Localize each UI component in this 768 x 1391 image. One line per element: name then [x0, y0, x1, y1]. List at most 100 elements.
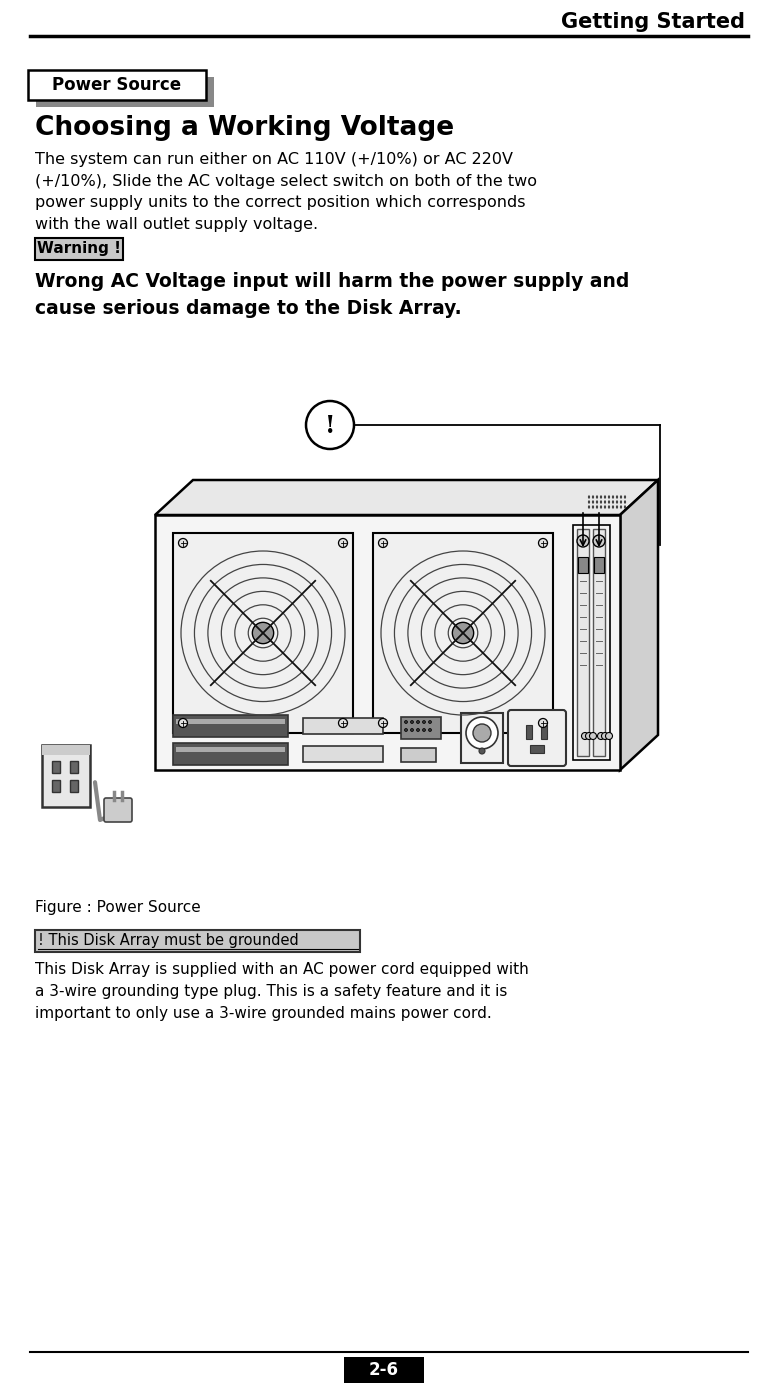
Circle shape	[306, 401, 354, 449]
Ellipse shape	[592, 495, 594, 498]
Ellipse shape	[612, 501, 614, 504]
Circle shape	[585, 733, 592, 740]
Bar	[28, 70, 206, 100]
Bar	[541, 725, 547, 739]
Circle shape	[416, 721, 419, 723]
Ellipse shape	[596, 501, 598, 504]
Ellipse shape	[604, 495, 606, 498]
Circle shape	[593, 536, 605, 547]
Bar	[573, 524, 610, 759]
Bar	[176, 747, 285, 753]
Bar	[344, 1358, 424, 1383]
Ellipse shape	[588, 501, 590, 504]
Text: The system can run either on AC 110V (+/10%) or AC 220V
(+/10%), Slide the AC vo: The system can run either on AC 110V (+/…	[35, 152, 537, 232]
Circle shape	[577, 536, 589, 547]
Bar	[42, 746, 90, 755]
Text: 2-6: 2-6	[369, 1360, 399, 1378]
Circle shape	[379, 719, 388, 727]
Bar	[526, 725, 532, 739]
Bar	[578, 556, 588, 573]
Ellipse shape	[608, 501, 610, 504]
Ellipse shape	[621, 495, 622, 498]
Ellipse shape	[601, 501, 602, 504]
Ellipse shape	[608, 495, 610, 498]
Ellipse shape	[612, 495, 614, 498]
Text: Choosing a Working Voltage: Choosing a Working Voltage	[35, 115, 454, 140]
Ellipse shape	[608, 506, 610, 508]
Circle shape	[473, 723, 491, 741]
Circle shape	[429, 721, 432, 723]
Ellipse shape	[596, 495, 598, 498]
Circle shape	[581, 733, 588, 740]
Bar	[303, 718, 383, 734]
Bar	[36, 77, 214, 107]
Ellipse shape	[588, 495, 590, 498]
Circle shape	[416, 729, 419, 732]
Ellipse shape	[612, 506, 614, 508]
Ellipse shape	[616, 506, 617, 508]
Bar	[70, 761, 78, 773]
Circle shape	[178, 538, 187, 548]
Ellipse shape	[588, 506, 590, 508]
Bar	[594, 556, 604, 573]
Ellipse shape	[604, 501, 606, 504]
Ellipse shape	[592, 506, 594, 508]
Bar	[401, 716, 441, 739]
Ellipse shape	[624, 506, 626, 508]
Ellipse shape	[621, 501, 622, 504]
Bar	[401, 748, 436, 762]
Ellipse shape	[616, 495, 617, 498]
Bar	[173, 715, 288, 737]
Circle shape	[538, 538, 548, 548]
Circle shape	[605, 733, 613, 740]
Circle shape	[339, 719, 347, 727]
Ellipse shape	[616, 501, 617, 504]
Ellipse shape	[596, 506, 598, 508]
Ellipse shape	[621, 506, 622, 508]
Circle shape	[601, 733, 608, 740]
Bar	[303, 746, 383, 762]
Ellipse shape	[601, 495, 602, 498]
Circle shape	[339, 538, 347, 548]
Bar	[176, 719, 285, 723]
Circle shape	[178, 719, 187, 727]
Ellipse shape	[592, 501, 594, 504]
Text: Figure : Power Source: Figure : Power Source	[35, 900, 200, 915]
Circle shape	[452, 622, 474, 644]
Circle shape	[429, 729, 432, 732]
Circle shape	[405, 729, 408, 732]
Bar	[373, 533, 553, 733]
Polygon shape	[155, 480, 658, 515]
Bar	[35, 931, 360, 951]
Circle shape	[422, 729, 425, 732]
FancyBboxPatch shape	[104, 798, 132, 822]
Bar	[70, 780, 78, 791]
FancyBboxPatch shape	[508, 709, 566, 766]
Circle shape	[411, 729, 413, 732]
Text: Getting Started: Getting Started	[561, 13, 745, 32]
Circle shape	[590, 733, 597, 740]
Bar	[530, 746, 544, 753]
Circle shape	[379, 538, 388, 548]
Ellipse shape	[601, 506, 602, 508]
Polygon shape	[620, 480, 658, 771]
Circle shape	[253, 622, 273, 644]
Bar	[52, 761, 60, 773]
Circle shape	[479, 748, 485, 754]
Bar	[42, 746, 90, 807]
Circle shape	[411, 721, 413, 723]
Bar	[577, 529, 589, 755]
Circle shape	[405, 721, 408, 723]
Bar	[173, 533, 353, 733]
Text: ! This Disk Array must be grounded: ! This Disk Array must be grounded	[38, 933, 299, 949]
Text: Wrong AC Voltage input will harm the power supply and
cause serious damage to th: Wrong AC Voltage input will harm the pow…	[35, 273, 629, 317]
Bar	[173, 743, 288, 765]
Text: Warning !: Warning !	[37, 242, 121, 256]
Ellipse shape	[604, 506, 606, 508]
Ellipse shape	[624, 495, 626, 498]
Circle shape	[422, 721, 425, 723]
Circle shape	[538, 719, 548, 727]
Ellipse shape	[624, 501, 626, 504]
Bar	[155, 515, 620, 771]
Bar	[461, 714, 503, 764]
